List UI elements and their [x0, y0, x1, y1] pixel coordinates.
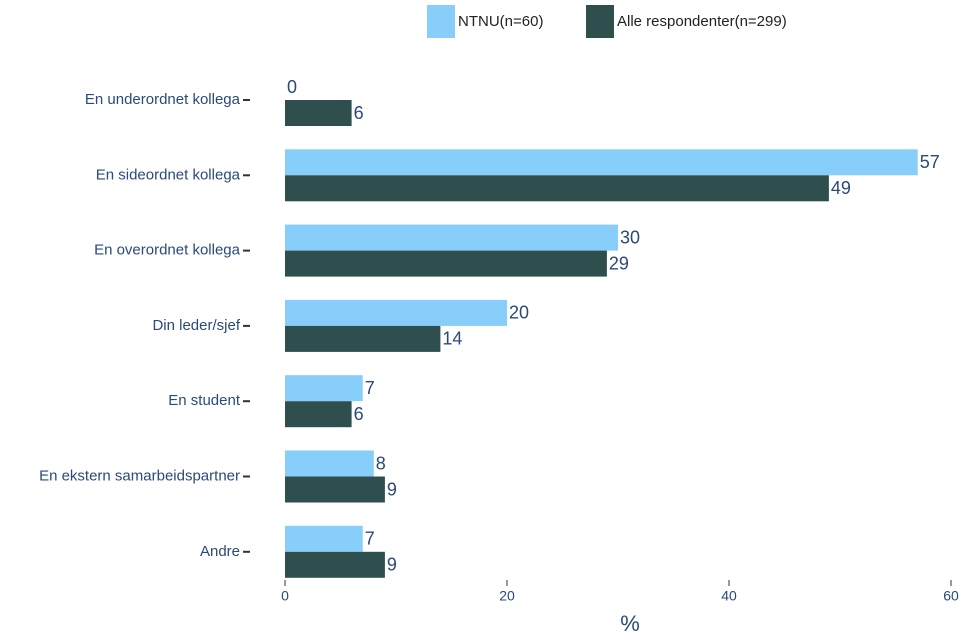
y-tick-label: En sideordnet kollega [96, 166, 241, 183]
bar [285, 224, 618, 251]
x-tick-label: 40 [721, 588, 737, 604]
data-label: 9 [387, 479, 397, 499]
data-label: 6 [354, 103, 364, 123]
bar [285, 175, 829, 202]
y-tick-label: Andre [200, 543, 240, 560]
legend-swatch [586, 5, 614, 38]
x-tick-label: 60 [943, 588, 959, 604]
bar [285, 299, 507, 326]
bar [285, 375, 363, 402]
data-label: 49 [831, 178, 851, 198]
data-label: 7 [365, 529, 375, 549]
bar [285, 450, 374, 477]
data-label: 8 [376, 453, 386, 473]
legend-swatch [427, 5, 455, 38]
data-label: 6 [354, 404, 364, 424]
data-label: 0 [287, 77, 297, 97]
y-tick-label: En student [168, 392, 241, 409]
data-label: 57 [920, 152, 940, 172]
y-tick-label: En overordnet kollega [94, 242, 241, 259]
bar [285, 476, 385, 503]
bar [285, 401, 352, 428]
legend-label: NTNU(n=60) [458, 13, 543, 30]
x-tick-label: 20 [499, 588, 515, 604]
y-tick-label: En underordnet kollega [85, 91, 241, 108]
bar [285, 551, 385, 578]
y-tick-label: En ekstern samarbeidspartner [39, 467, 240, 484]
legend-label: Alle respondenter(n=299) [617, 13, 787, 30]
y-tick-label: Din leder/sjef [152, 317, 240, 334]
data-label: 20 [509, 303, 529, 323]
x-tick-label: 0 [281, 588, 289, 604]
data-label: 7 [365, 378, 375, 398]
data-label: 9 [387, 555, 397, 575]
bar [285, 149, 918, 176]
bar [285, 525, 363, 552]
bar [285, 325, 441, 352]
x-axis-label: % [620, 611, 640, 636]
data-label: 14 [442, 329, 462, 349]
bar [285, 250, 607, 277]
data-label: 29 [609, 253, 629, 273]
bar [285, 100, 352, 126]
data-label: 30 [620, 227, 640, 247]
